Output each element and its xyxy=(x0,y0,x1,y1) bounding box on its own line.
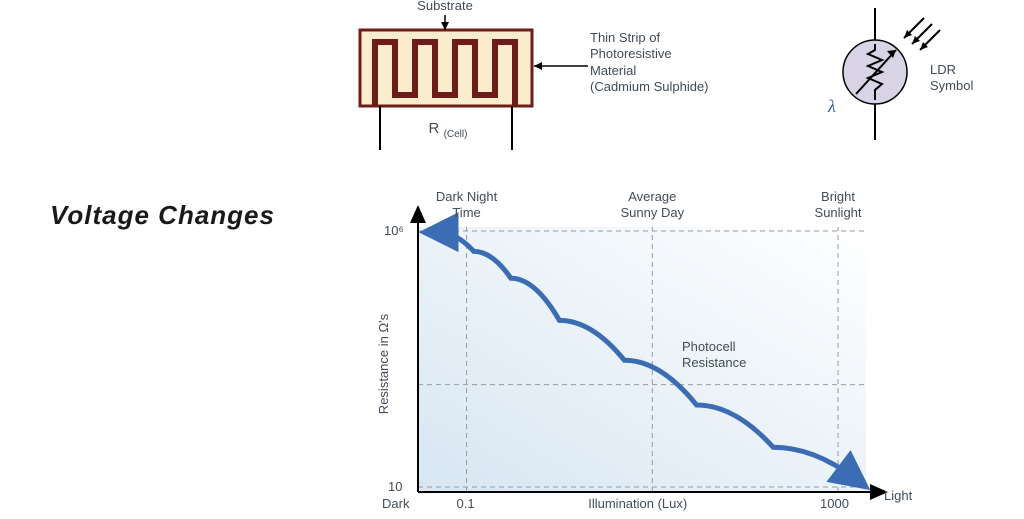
x-axis-label: Illumination (Lux) xyxy=(588,496,687,511)
bright-sunlight-label: Bright Sunlight xyxy=(798,189,878,220)
y-axis-label: Resistance in Ω's xyxy=(376,284,391,444)
x-tick-1000: 1000 xyxy=(820,496,849,511)
y-tick-10: 10 xyxy=(388,479,402,494)
x-right-label: Light xyxy=(884,488,912,503)
x-tick-0p1: 0.1 xyxy=(457,496,475,511)
sunny-day-label: Average Sunny Day xyxy=(612,189,692,220)
resistance-vs-lux-chart xyxy=(0,0,1024,519)
dark-night-label: Dark Night Time xyxy=(427,189,507,220)
y-tick-1e6: 10⁶ xyxy=(384,223,404,238)
photocell-resistance-label: Photocell Resistance xyxy=(682,339,772,372)
x-left-label: Dark xyxy=(382,496,409,511)
